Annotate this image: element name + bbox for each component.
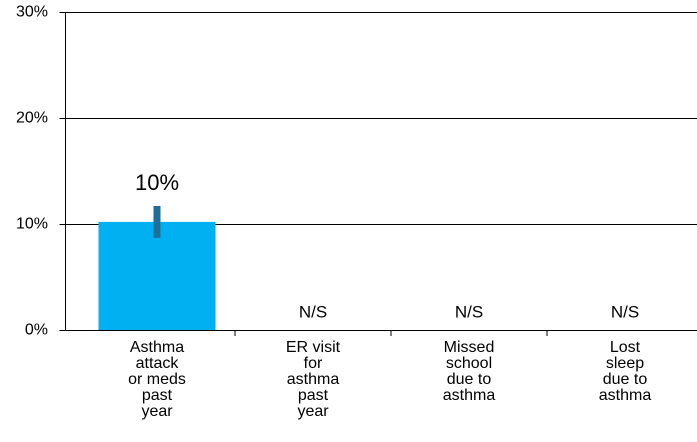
value-label: N/S <box>299 302 327 321</box>
x-tick-label: school <box>446 355 492 372</box>
x-tick-label: due to <box>603 371 648 388</box>
x-tick-label: past <box>142 387 173 404</box>
y-tick-label: 0% <box>25 322 48 339</box>
x-tick-label: or meds <box>128 371 186 388</box>
x-tick-label: year <box>297 403 329 420</box>
y-tick-label: 10% <box>16 216 48 233</box>
value-label: 10% <box>135 170 179 195</box>
x-tick-label: past <box>298 387 329 404</box>
y-tick-label: 20% <box>16 110 48 127</box>
x-tick-label: for <box>304 355 323 372</box>
x-tick-label: asthma <box>599 387 652 404</box>
x-tick-label: asthma <box>443 387 496 404</box>
x-tick-label: Asthma <box>130 339 184 356</box>
x-tick-label: ER visit <box>286 339 341 356</box>
x-tick-label: Missed <box>444 339 495 356</box>
x-tick-label: attack <box>136 355 180 372</box>
bar <box>98 221 216 330</box>
x-tick-label: year <box>141 403 173 420</box>
y-tick-label: 30% <box>16 4 48 21</box>
value-label: N/S <box>455 302 483 321</box>
x-tick-label: asthma <box>287 371 340 388</box>
x-tick-label: due to <box>447 371 492 388</box>
x-tick-label: Lost <box>610 339 641 356</box>
value-label: N/S <box>611 302 639 321</box>
x-tick-label: sleep <box>606 355 644 372</box>
